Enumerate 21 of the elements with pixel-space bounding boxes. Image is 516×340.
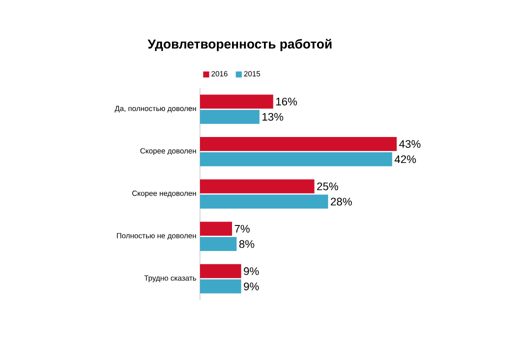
data-label: 9% [244, 282, 259, 290]
chart-title: Удовлетворенность работой [148, 38, 332, 52]
bar [200, 179, 314, 194]
bar [200, 110, 260, 124]
data-label: 8% [239, 240, 254, 248]
data-label: 25% [317, 182, 338, 190]
bar [200, 222, 232, 236]
data-label: 7% [234, 224, 250, 233]
data-label: 13% [262, 112, 284, 121]
bar [200, 237, 237, 252]
data-label: 42% [394, 155, 416, 164]
bar [200, 152, 392, 166]
data-label: 28% [330, 198, 352, 206]
data-label: 43% [399, 140, 420, 148]
data-label: 16% [276, 98, 297, 106]
data-label: 9% [244, 267, 259, 276]
bar [200, 264, 242, 278]
bar [200, 194, 328, 209]
bar [200, 279, 242, 294]
bar [200, 136, 397, 151]
bar [200, 94, 274, 109]
